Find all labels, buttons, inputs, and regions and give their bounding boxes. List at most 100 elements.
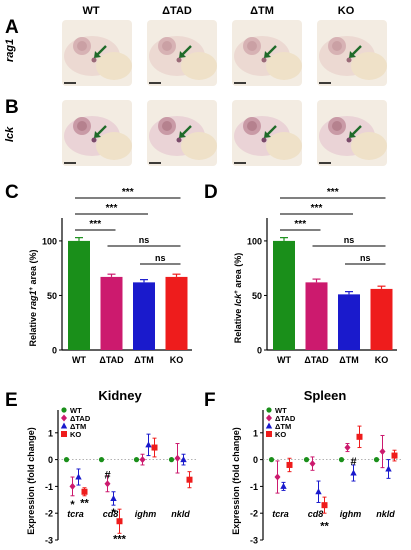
x-category-label: tcra xyxy=(272,509,289,519)
data-point xyxy=(168,457,175,463)
panel-letter-e: E xyxy=(5,390,18,411)
y-tick-label: 100 xyxy=(42,236,57,246)
data-point xyxy=(338,457,345,463)
data-point xyxy=(274,473,281,481)
column-header-dtm: ΔTM xyxy=(250,5,274,17)
data-point xyxy=(60,422,68,429)
bar xyxy=(133,282,155,350)
data-point xyxy=(266,407,272,413)
data-point xyxy=(350,469,357,476)
y-tick-label: -3 xyxy=(250,536,258,546)
data-point xyxy=(133,457,140,463)
legend-entry: WT xyxy=(275,406,287,415)
x-category-label: cd8 xyxy=(103,509,119,519)
scatter-chart-spleen: Spleen -3 -2 -1 0 1 Expression (fold change) tc… xyxy=(231,388,403,546)
significance-label: *** xyxy=(113,534,127,546)
larva-photo xyxy=(147,100,217,166)
data-point xyxy=(145,441,152,448)
significance-label: *** xyxy=(122,187,134,198)
y-tick-label: -3 xyxy=(45,536,53,546)
x-category-label: tcra xyxy=(67,509,84,519)
y-tick-label: -1 xyxy=(250,482,258,492)
panel-letter-c: C xyxy=(5,182,19,203)
data-point xyxy=(266,414,272,422)
x-tick-label: ΔTM xyxy=(134,355,153,365)
y-tick-label: -2 xyxy=(45,509,53,519)
y-tick-label: 1 xyxy=(253,428,258,438)
data-point xyxy=(315,488,322,495)
y-tick-label: 0 xyxy=(253,455,258,465)
x-tick-label: ΔTM xyxy=(339,355,358,365)
x-tick-label: ΔTAD xyxy=(99,355,124,365)
x-category-label: nkld xyxy=(376,509,395,519)
larva-photo xyxy=(62,100,132,166)
data-point xyxy=(385,465,392,472)
y-tick-label: 0 xyxy=(257,346,262,356)
significance-label: ** xyxy=(320,520,329,532)
data-point xyxy=(286,461,293,468)
data-point xyxy=(303,457,310,463)
y-tick-label: 1 xyxy=(48,428,53,438)
y-tick-label: 0 xyxy=(48,455,53,465)
bar xyxy=(68,240,90,350)
data-point xyxy=(75,473,82,480)
y-axis-label: Relative lck+ area (%) xyxy=(233,253,243,344)
data-point xyxy=(344,444,351,452)
legend-entry: ΔTAD xyxy=(275,414,296,423)
data-point xyxy=(63,457,70,463)
significance-label: ns xyxy=(344,235,355,245)
y-axis-label: Expression (fold change) xyxy=(26,427,36,535)
legend-entry: WT xyxy=(70,406,82,415)
data-point xyxy=(391,452,398,459)
chart-title: Kidney xyxy=(98,388,142,403)
legend-entry: KO xyxy=(70,430,81,439)
larva-photo xyxy=(232,100,302,166)
x-category-label: nkld xyxy=(171,509,190,519)
significance-label: ns xyxy=(155,253,166,263)
data-point xyxy=(186,476,193,483)
x-tick-label: KO xyxy=(170,355,184,365)
legend-entry: ΔTM xyxy=(70,422,86,431)
legend-entry: ΔTAD xyxy=(70,414,91,423)
scatter-chart-kidney: Kidney -3 -2 -1 0 1 Expression (fold change) tc… xyxy=(26,388,198,546)
x-tick-label: ΔTAD xyxy=(304,355,329,365)
panel-letter-a: A xyxy=(5,17,19,38)
data-point xyxy=(151,444,158,451)
larva-photo xyxy=(62,20,132,86)
data-point xyxy=(69,482,76,490)
significance-label: # xyxy=(104,469,110,481)
panel-letter-f: F xyxy=(204,390,216,411)
significance-label: ns xyxy=(360,253,371,263)
significance-label: # xyxy=(350,456,356,468)
x-category-label: ighm xyxy=(135,509,157,519)
data-point xyxy=(98,457,105,463)
x-category-label: ighm xyxy=(340,509,362,519)
data-point xyxy=(373,457,380,463)
bar xyxy=(273,240,295,350)
x-tick-label: WT xyxy=(72,355,86,365)
y-tick-label: 0 xyxy=(52,346,57,356)
x-tick-label: KO xyxy=(375,355,389,365)
y-tick-label: 100 xyxy=(247,236,262,246)
significance-label: *** xyxy=(106,203,118,214)
data-point xyxy=(268,457,275,463)
data-point xyxy=(321,502,328,509)
data-point xyxy=(104,480,111,488)
y-tick-label: -2 xyxy=(250,509,258,519)
column-header-dtad: ΔTAD xyxy=(162,5,192,17)
larva-photo xyxy=(317,20,387,86)
significance-label: ns xyxy=(139,235,150,245)
y-tick-label: 50 xyxy=(252,291,262,301)
panel-letter-d: D xyxy=(204,182,218,203)
row-label-rag1: rag1 xyxy=(4,38,16,62)
significance-label: * xyxy=(70,499,75,511)
significance-label: *** xyxy=(89,219,101,230)
data-point xyxy=(280,482,287,489)
data-point xyxy=(356,433,363,440)
y-axis-label: Relative rag1+ area (%) xyxy=(28,249,38,346)
data-point xyxy=(379,448,386,456)
data-point xyxy=(61,431,67,437)
row-label-lck: lck xyxy=(4,126,16,142)
data-point xyxy=(266,431,272,437)
larva-photo xyxy=(317,100,387,166)
